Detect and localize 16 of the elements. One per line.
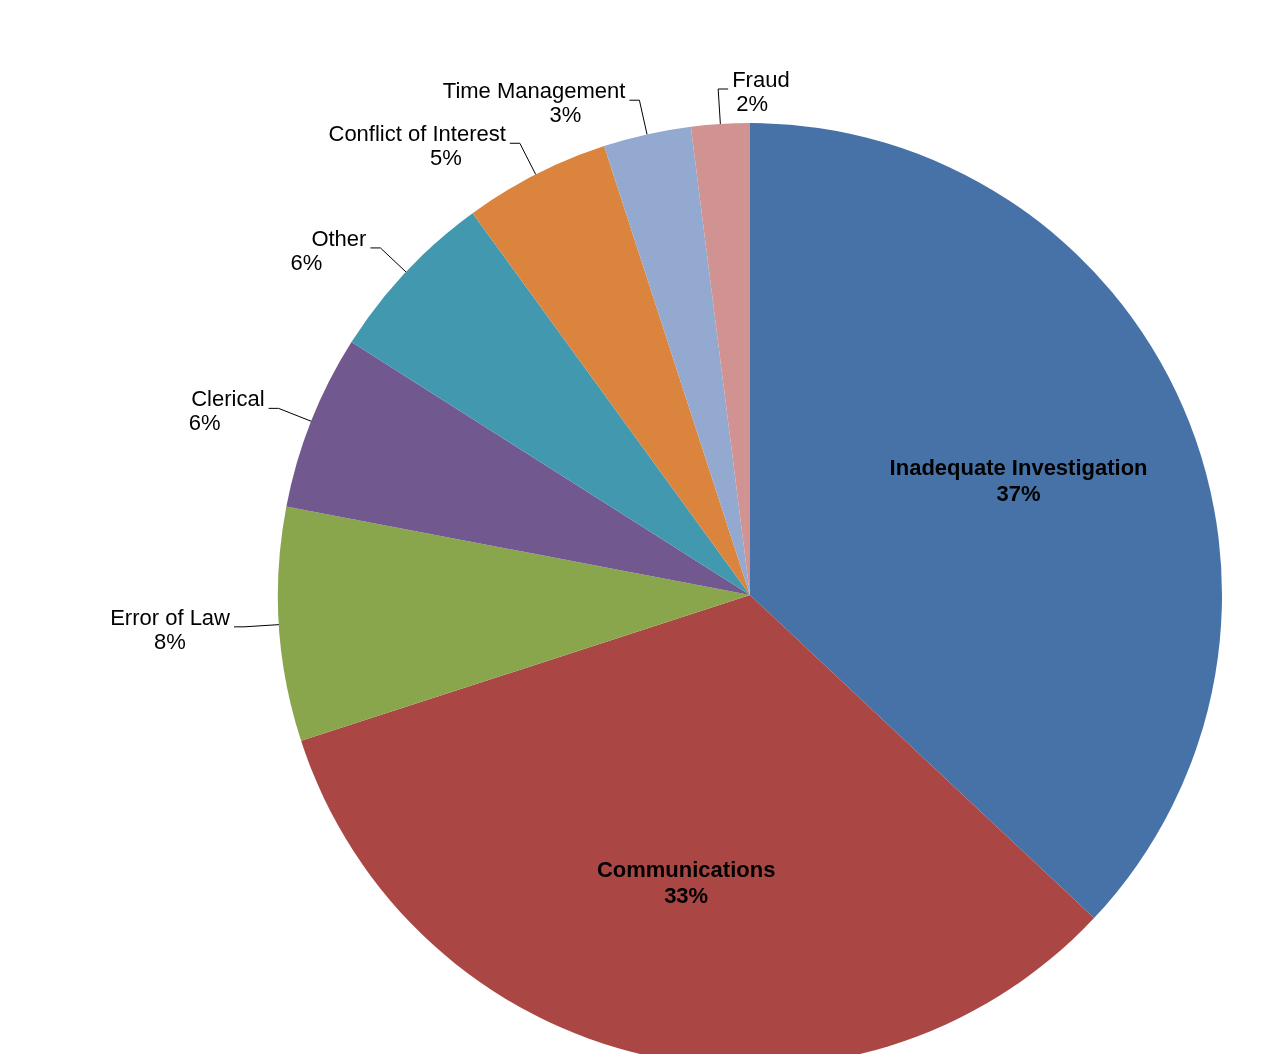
slice-label: Error of Law bbox=[110, 604, 231, 630]
slice-label: Communications bbox=[596, 856, 776, 882]
data-label: 6% bbox=[188, 410, 221, 436]
data-label: 8% bbox=[154, 628, 186, 654]
data-label: 6% bbox=[290, 249, 323, 275]
data-label: 33% bbox=[664, 882, 709, 908]
slice-label: Other bbox=[311, 225, 367, 251]
data-label: 3% bbox=[549, 102, 582, 128]
slice-label: Inadequate Investigation bbox=[889, 454, 1148, 480]
data-label: 37% bbox=[996, 480, 1041, 506]
slice-label: Fraud bbox=[732, 67, 790, 92]
slice-label: Time Management bbox=[442, 78, 626, 104]
data-label: 5% bbox=[429, 145, 462, 171]
data-label: 2% bbox=[736, 91, 769, 116]
slice-label: Conflict of Interest bbox=[328, 121, 506, 147]
slice-label: Clerical bbox=[191, 386, 265, 412]
